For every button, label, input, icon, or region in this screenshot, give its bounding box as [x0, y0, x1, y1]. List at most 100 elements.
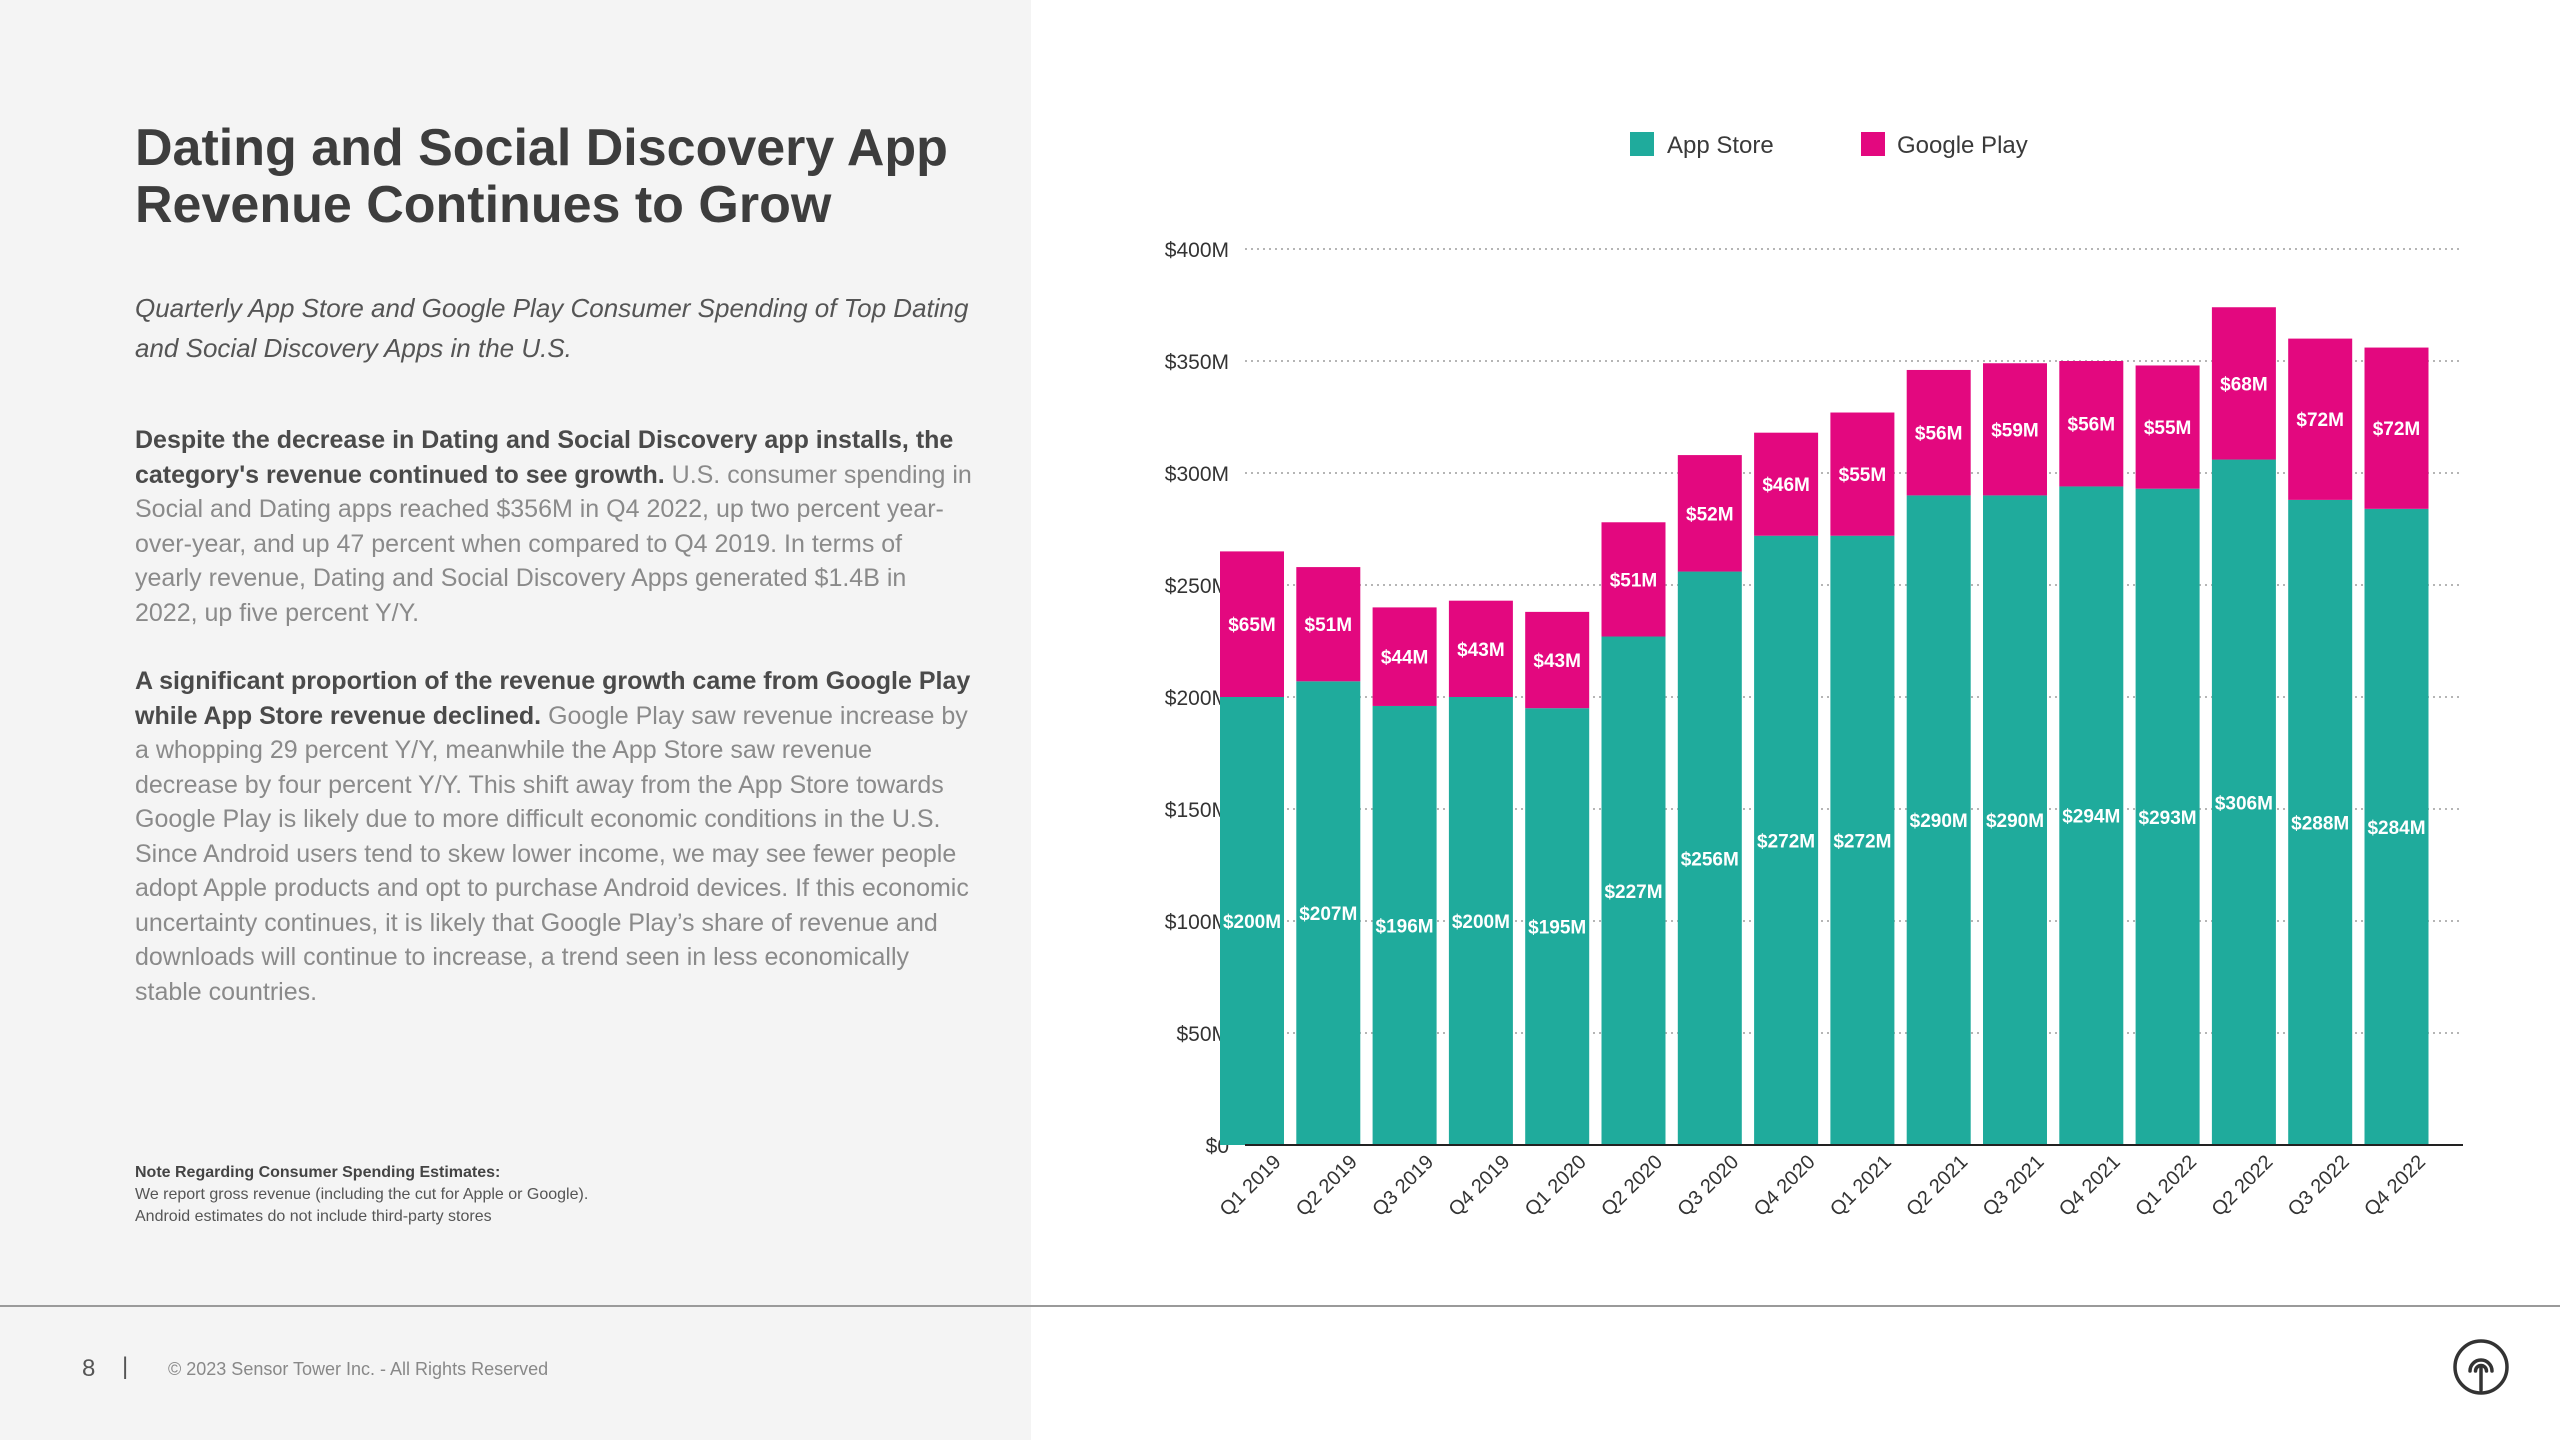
- copyright-text: © 2023 Sensor Tower Inc. - All Rights Re…: [168, 1359, 549, 1379]
- bar-app-store: [2059, 486, 2124, 1145]
- data-label-app-store: $196M: [1376, 916, 1434, 937]
- data-label-google-play: $68M: [2220, 374, 2268, 395]
- x-tick-label: Q2 2019: [1292, 1151, 1362, 1221]
- data-label-app-store: $195M: [1528, 918, 1586, 939]
- note-title: Note Regarding Consumer Spending Estimat…: [135, 1164, 501, 1181]
- data-label-google-play: $43M: [1457, 640, 1505, 661]
- data-label-google-play: $55M: [2144, 418, 2192, 439]
- bar-app-store: [1448, 697, 1513, 1145]
- data-label-app-store: $288M: [2291, 813, 2349, 834]
- x-tick-label: Q4 2022: [2360, 1151, 2430, 1221]
- data-label-google-play: $65M: [1228, 615, 1276, 636]
- data-label-google-play: $51M: [1305, 615, 1353, 636]
- bar-app-store: [2135, 488, 2200, 1145]
- data-label-app-store: $272M: [1833, 831, 1891, 852]
- note-line-2: Android estimates do not include third-p…: [135, 1208, 492, 1225]
- bar-google-play: [1906, 369, 1971, 496]
- y-tick-label: $150M: [1165, 799, 1229, 822]
- bar-google-play: [2135, 365, 2200, 489]
- data-label-app-store: $227M: [1604, 882, 1662, 903]
- bar-google-play: [1830, 412, 1895, 536]
- x-axis: Q1 2019 Q2 2019 Q3 2019 Q4 2019 Q1 2020 Q2 20…: [1216, 1144, 2463, 1221]
- data-label-app-store: $256M: [1681, 849, 1739, 870]
- left-panel: [0, 0, 1031, 1440]
- y-tick-label: $400M: [1165, 239, 1229, 262]
- revenue-chart: App Store Google Play $0$50M$100M$150M$2…: [1165, 132, 2463, 1221]
- data-label-google-play: $56M: [2068, 415, 2116, 436]
- bar-google-play: [1677, 455, 1742, 572]
- paragraph-1-text: U.S. consumer spending in Social and Dat…: [135, 460, 972, 627]
- footer-separator: |: [122, 1353, 129, 1380]
- chart-bars: $200M $65M $207M $51M $196M $44M $200M $43M $195…: [1220, 307, 2429, 1146]
- x-tick-label: Q4 2019: [1445, 1151, 1515, 1221]
- chart-subtitle: Quarterly App Store and Google Play Cons…: [135, 293, 969, 363]
- data-label-google-play: $55M: [1839, 465, 1887, 486]
- x-tick-label: Q2 2022: [2208, 1151, 2278, 1221]
- bar-google-play: [1296, 567, 1361, 682]
- x-tick-label: Q1 2019: [1216, 1151, 1286, 1221]
- body-paragraph-1: Despite the decrease in Dating and Socia…: [135, 423, 975, 630]
- paragraph-2-lead: A significant proportion of the revenue …: [135, 667, 971, 730]
- bar-app-store: [1296, 681, 1361, 1145]
- bar-google-play: [1525, 611, 1590, 709]
- data-label-app-store: $284M: [2367, 818, 2425, 839]
- bar-google-play: [1601, 522, 1666, 637]
- data-label-app-store: $272M: [1757, 831, 1815, 852]
- data-label-app-store: $200M: [1452, 912, 1510, 933]
- y-tick-label: $250M: [1165, 575, 1229, 598]
- data-label-google-play: $51M: [1610, 570, 1658, 591]
- data-label-google-play: $72M: [2373, 419, 2421, 440]
- bar-app-store: [2211, 459, 2276, 1145]
- x-tick-label: Q3 2020: [1674, 1151, 1744, 1221]
- paragraph-2-text: Google Play saw revenue increase by a wh…: [135, 701, 969, 1006]
- x-tick-label: Q4 2021: [2055, 1151, 2125, 1221]
- page-title: Dating and Social Discovery App Revenue …: [135, 119, 948, 234]
- bar-google-play: [1754, 432, 1819, 536]
- page-number: 8: [82, 1355, 96, 1382]
- bar-app-store: [2364, 508, 2429, 1146]
- x-tick-label: Q3 2022: [2284, 1151, 2354, 1221]
- bar-app-store: [1830, 535, 1895, 1145]
- body-paragraph-2: A significant proportion of the revenue …: [135, 664, 975, 1009]
- data-label-app-store: $293M: [2139, 808, 2197, 829]
- legend-swatch-google-play: [1861, 132, 1885, 156]
- data-label-app-store: $200M: [1223, 912, 1281, 933]
- data-label-app-store: $290M: [1986, 811, 2044, 832]
- bar-google-play: [1220, 551, 1284, 697]
- bar-app-store: [1220, 697, 1284, 1145]
- data-label-google-play: $52M: [1686, 504, 1734, 525]
- bar-google-play: [1448, 600, 1513, 697]
- y-tick-label: $300M: [1165, 463, 1229, 486]
- spending-note: Note Regarding Consumer Spending Estimat…: [135, 1162, 835, 1228]
- bar-google-play: [1372, 607, 1437, 706]
- data-label-google-play: $56M: [1915, 424, 1963, 445]
- x-tick-label: Q3 2021: [1979, 1151, 2049, 1221]
- data-label-app-store: $290M: [1910, 811, 1968, 832]
- bar-app-store: [1677, 571, 1742, 1145]
- x-tick-label: Q1 2022: [2131, 1151, 2201, 1221]
- bar-app-store: [1525, 708, 1590, 1145]
- footer-divider: [0, 1305, 2560, 1307]
- y-axis: $0$50M$100M$150M$200M$250M$300M$350M$400…: [1165, 239, 1229, 1158]
- data-label-google-play: $46M: [1762, 475, 1810, 496]
- data-label-app-store: $306M: [2215, 793, 2273, 814]
- bar-app-store: [1601, 636, 1666, 1145]
- x-tick-label: Q3 2019: [1368, 1151, 1438, 1221]
- data-label-google-play: $59M: [1991, 420, 2039, 441]
- bar-google-play: [2288, 338, 2353, 500]
- data-label-google-play: $72M: [2296, 410, 2344, 431]
- x-tick-label: Q1 2021: [1826, 1151, 1896, 1221]
- data-label-app-store: $207M: [1299, 904, 1357, 925]
- y-tick-label: $350M: [1165, 351, 1229, 374]
- y-tick-label: $200M: [1165, 687, 1229, 710]
- legend-label-google-play: Google Play: [1897, 132, 2028, 159]
- y-tick-label: $50M: [1176, 1023, 1229, 1046]
- y-tick-label: $100M: [1165, 911, 1229, 934]
- bar-google-play: [2059, 361, 2124, 487]
- bar-google-play: [2364, 347, 2429, 509]
- data-label-google-play: $43M: [1533, 651, 1581, 672]
- x-tick-label: Q4 2020: [1750, 1151, 1820, 1221]
- x-tick-label: Q1 2020: [1521, 1151, 1591, 1221]
- paragraph-1-lead: Despite the decrease in Dating and Socia…: [135, 426, 954, 489]
- x-tick-label: Q2 2021: [1902, 1151, 1972, 1221]
